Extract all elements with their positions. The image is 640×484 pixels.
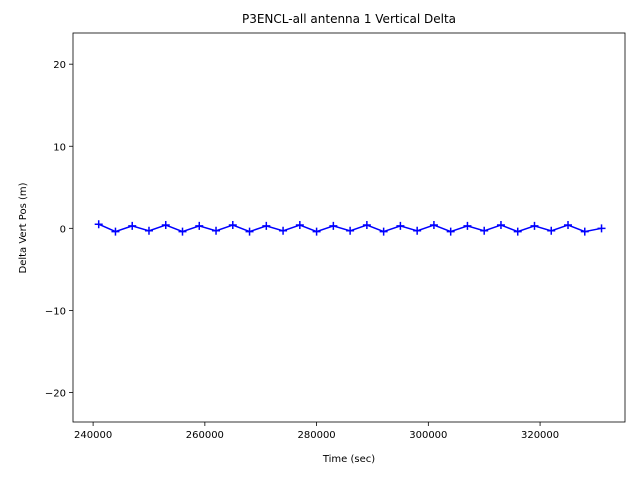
y-tick-label: 0 (60, 224, 66, 235)
data-point (312, 227, 321, 236)
data-point (564, 221, 573, 230)
y-tick-label: 20 (53, 60, 66, 71)
data-point (396, 221, 405, 230)
data-point (597, 224, 606, 233)
data-point (429, 221, 438, 230)
data-point (161, 221, 170, 230)
x-tick-label: 240000 (74, 430, 112, 441)
x-tick-label: 320000 (521, 430, 559, 441)
data-point (128, 221, 137, 230)
data-point (463, 221, 472, 230)
data-point (111, 227, 120, 236)
x-tick-label: 300000 (409, 430, 447, 441)
data-point (346, 226, 355, 235)
y-tick-label: 10 (53, 142, 66, 153)
data-point (94, 220, 103, 229)
y-tick-label: −10 (45, 306, 66, 317)
x-axis-label: Time (sec) (322, 454, 375, 465)
data-point (262, 221, 271, 230)
data-point (228, 221, 237, 230)
data-point (178, 227, 187, 236)
data-point (513, 227, 522, 236)
data-point (295, 221, 304, 230)
data-point (580, 227, 589, 236)
data-point (195, 221, 204, 230)
data-point (530, 221, 539, 230)
data-point (212, 226, 221, 235)
y-axis-label: Delta Vert Pos (m) (18, 182, 29, 273)
data-point (279, 226, 288, 235)
y-tick-label: −20 (45, 388, 66, 399)
data-point (446, 227, 455, 236)
data-point (144, 226, 153, 235)
data-point (245, 227, 254, 236)
data-point (362, 221, 371, 230)
plot-frame (72, 32, 626, 423)
data-point (329, 221, 338, 230)
x-tick-label: 280000 (298, 430, 336, 441)
data-point (547, 226, 556, 235)
data-point (496, 221, 505, 230)
chart-title: P3ENCL-all antenna 1 Vertical Delta (242, 12, 456, 26)
data-point (413, 226, 422, 235)
x-tick-label: 260000 (186, 430, 224, 441)
data-point (379, 227, 388, 236)
data-point (480, 226, 489, 235)
